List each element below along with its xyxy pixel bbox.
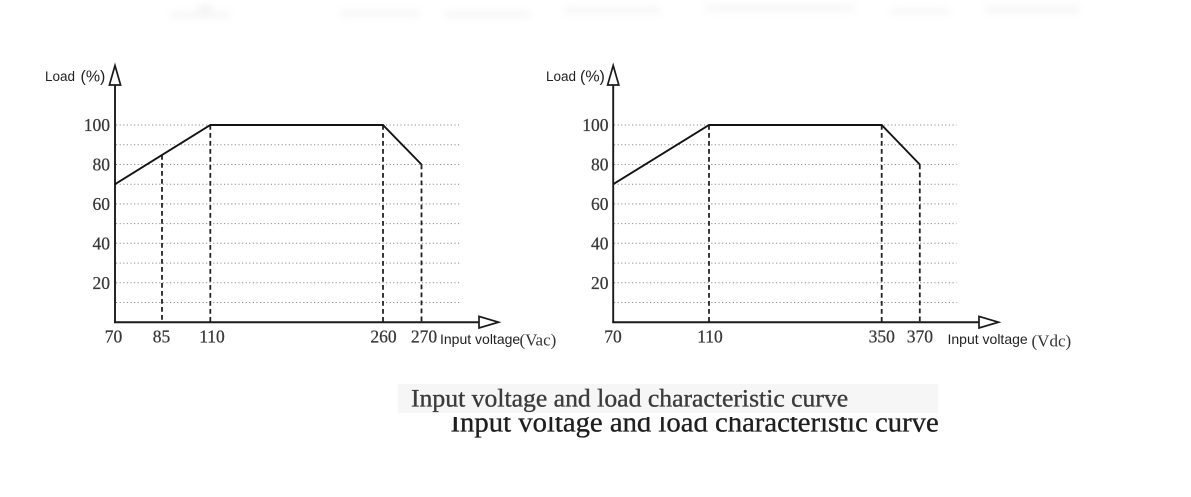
svg-text:Input voltage and load charact: Input voltage and load characteristic cu… — [451, 407, 939, 439]
svg-text:110: 110 — [199, 327, 225, 347]
svg-text:370: 370 — [907, 327, 934, 347]
svg-text:Load: Load — [546, 69, 576, 84]
svg-text:80: 80 — [93, 155, 111, 175]
svg-text:(Vdc): (Vdc) — [1032, 332, 1072, 351]
svg-text:20: 20 — [93, 273, 111, 293]
svg-text:85: 85 — [153, 327, 171, 347]
svg-text:(%): (%) — [81, 69, 106, 86]
svg-text:20: 20 — [591, 273, 609, 293]
svg-text:100: 100 — [84, 115, 111, 135]
svg-text:Input voltage and load charact: Input voltage and load characteristic cu… — [411, 384, 848, 413]
svg-text:(%): (%) — [580, 69, 605, 86]
svg-text:Input voltage: Input voltage — [948, 331, 1028, 347]
svg-text:100: 100 — [582, 115, 609, 135]
svg-text:40: 40 — [591, 234, 609, 254]
svg-text:350: 350 — [869, 327, 896, 347]
svg-text:Load: Load — [45, 69, 75, 84]
svg-text:40: 40 — [93, 234, 111, 254]
svg-text:80: 80 — [591, 155, 609, 175]
svg-text:70: 70 — [105, 327, 123, 347]
svg-text:260: 260 — [370, 327, 397, 347]
svg-text:Input voltage: Input voltage — [440, 331, 520, 347]
svg-text:70: 70 — [604, 327, 622, 347]
svg-text:110: 110 — [697, 327, 723, 347]
svg-text:270: 270 — [411, 327, 438, 347]
svg-text:(Vac): (Vac) — [520, 331, 557, 350]
svg-text:60: 60 — [591, 194, 609, 214]
svg-text:60: 60 — [93, 194, 111, 214]
